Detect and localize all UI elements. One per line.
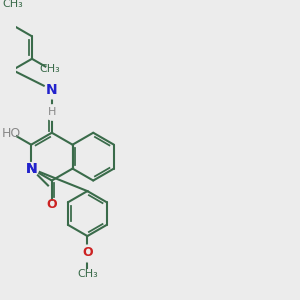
Text: H: H [48,107,56,117]
Text: N: N [25,162,37,176]
Text: CH₃: CH₃ [2,0,23,9]
Text: N: N [25,162,37,176]
Text: O: O [82,246,93,260]
Text: O: O [46,198,57,211]
Text: HO: HO [1,127,21,140]
Text: N: N [46,83,58,97]
Text: CH₃: CH₃ [77,269,98,279]
Text: CH₃: CH₃ [40,64,61,74]
